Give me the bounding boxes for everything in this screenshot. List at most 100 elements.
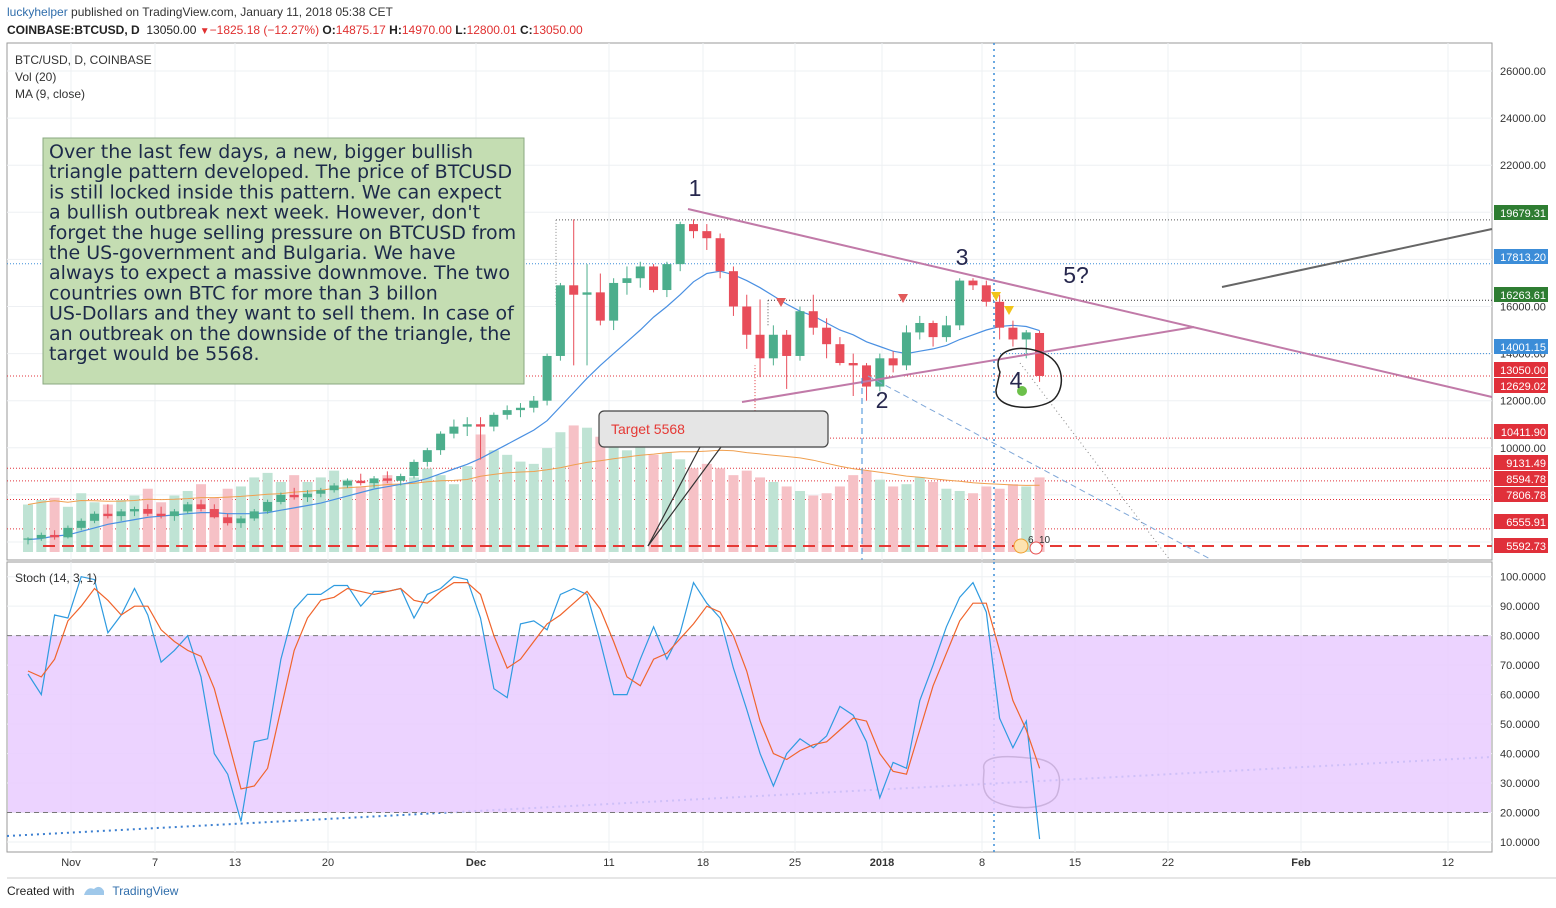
- projection-line[interactable]: [1221, 228, 1493, 288]
- candle-body[interactable]: [662, 264, 672, 291]
- candle-body[interactable]: [303, 493, 313, 498]
- candle-body[interactable]: [755, 334, 765, 359]
- author-link[interactable]: luckyhelper: [7, 5, 68, 19]
- candle-body[interactable]: [1021, 332, 1031, 340]
- candle-body[interactable]: [635, 266, 645, 279]
- candle-body[interactable]: [835, 344, 845, 364]
- event-badge-icon[interactable]: [1013, 538, 1029, 554]
- candle-body[interactable]: [462, 424, 472, 427]
- candle-body[interactable]: [289, 494, 299, 498]
- candle-body[interactable]: [436, 433, 446, 451]
- candle-body[interactable]: [808, 311, 818, 328]
- candle-body[interactable]: [582, 292, 592, 295]
- candle-body[interactable]: [702, 231, 712, 239]
- volume-bar: [1007, 484, 1018, 552]
- candle-body[interactable]: [356, 480, 366, 484]
- volume-bar: [408, 477, 419, 552]
- projection-dashed-line: [867, 375, 1213, 561]
- analysis-note-line: an outbreak on the downside of the trian…: [49, 323, 511, 345]
- volume-bar: [382, 475, 393, 552]
- volume-bar: [89, 502, 100, 552]
- candle-body[interactable]: [103, 513, 113, 517]
- candle-body[interactable]: [276, 494, 286, 502]
- candle-body[interactable]: [342, 480, 352, 486]
- candle-body[interactable]: [183, 504, 193, 512]
- candle-body[interactable]: [782, 334, 792, 356]
- price-tick-label: 10000.00: [1500, 443, 1546, 455]
- candle-body[interactable]: [196, 504, 206, 510]
- candle-body[interactable]: [542, 355, 552, 401]
- candle-body[interactable]: [76, 520, 86, 528]
- candle-body[interactable]: [1035, 332, 1045, 376]
- candle-body[interactable]: [742, 306, 752, 335]
- candle-body[interactable]: [1008, 327, 1018, 340]
- wave-label: 4: [1010, 367, 1023, 393]
- candle-body[interactable]: [249, 511, 259, 519]
- candle-body[interactable]: [156, 513, 166, 517]
- candle-body[interactable]: [316, 490, 326, 494]
- candle-body[interactable]: [888, 358, 898, 366]
- candle-body[interactable]: [369, 478, 379, 484]
- candle-body[interactable]: [236, 518, 246, 524]
- candle-body[interactable]: [209, 509, 219, 518]
- triangle-lower-line[interactable]: [741, 326, 1195, 403]
- price-label-tag: [1494, 471, 1548, 486]
- candle-body[interactable]: [90, 513, 100, 521]
- candle-body[interactable]: [689, 224, 698, 232]
- candle-body[interactable]: [143, 509, 153, 514]
- target-callout[interactable]: [598, 410, 829, 448]
- candle-body[interactable]: [396, 476, 406, 481]
- candle-body[interactable]: [36, 534, 46, 539]
- candle-body[interactable]: [50, 534, 60, 538]
- candle-body[interactable]: [63, 527, 73, 538]
- candle-body[interactable]: [848, 363, 858, 366]
- price-label-tag: [1494, 287, 1548, 302]
- candle-body[interactable]: [795, 311, 805, 356]
- candle-body[interactable]: [555, 285, 565, 356]
- candle-body[interactable]: [515, 407, 525, 411]
- candle-body[interactable]: [116, 511, 126, 517]
- candle-body[interactable]: [622, 278, 632, 283]
- volume-bar: [435, 475, 446, 552]
- candle-body[interactable]: [955, 280, 965, 326]
- candle-body[interactable]: [928, 322, 938, 338]
- analysis-note-line: a bullish outbreak next week. However, d…: [49, 202, 480, 224]
- candle-body[interactable]: [595, 292, 605, 321]
- candle-body[interactable]: [382, 478, 392, 481]
- candle-body[interactable]: [529, 400, 539, 408]
- candle-body[interactable]: [822, 327, 832, 345]
- candle-body[interactable]: [915, 322, 925, 333]
- candle-body[interactable]: [941, 325, 951, 338]
- candle-body[interactable]: [422, 450, 432, 462]
- candle-body[interactable]: [862, 365, 872, 387]
- candle-body[interactable]: [329, 485, 339, 491]
- candle-body[interactable]: [981, 285, 991, 302]
- event-badge-icon[interactable]: [1029, 541, 1043, 555]
- candle-body[interactable]: [263, 501, 273, 512]
- candle-body[interactable]: [489, 414, 499, 427]
- candle-body[interactable]: [995, 301, 1005, 328]
- candle-body[interactable]: [169, 511, 179, 517]
- triangle-upper-line[interactable]: [687, 208, 1493, 398]
- candle-body[interactable]: [609, 282, 619, 321]
- candle-body[interactable]: [968, 280, 978, 286]
- candle-body[interactable]: [449, 426, 459, 434]
- candle-body[interactable]: [875, 358, 885, 387]
- candle-body[interactable]: [409, 461, 419, 477]
- x-tick-label: 13: [229, 857, 241, 869]
- candle-body[interactable]: [728, 271, 738, 307]
- analysis-note[interactable]: [42, 137, 525, 385]
- candle-body[interactable]: [569, 285, 579, 295]
- tradingview-link[interactable]: TradingView: [112, 884, 179, 898]
- candle-body[interactable]: [901, 332, 911, 366]
- candle-body[interactable]: [675, 224, 685, 265]
- candle-body[interactable]: [476, 424, 486, 427]
- candle-body[interactable]: [223, 517, 233, 524]
- candle-body[interactable]: [129, 509, 139, 512]
- candle-body[interactable]: [768, 334, 778, 359]
- candle-body[interactable]: [502, 410, 512, 415]
- candle-body[interactable]: [23, 538, 33, 540]
- candle-body[interactable]: [649, 266, 659, 291]
- candle-body[interactable]: [715, 238, 725, 272]
